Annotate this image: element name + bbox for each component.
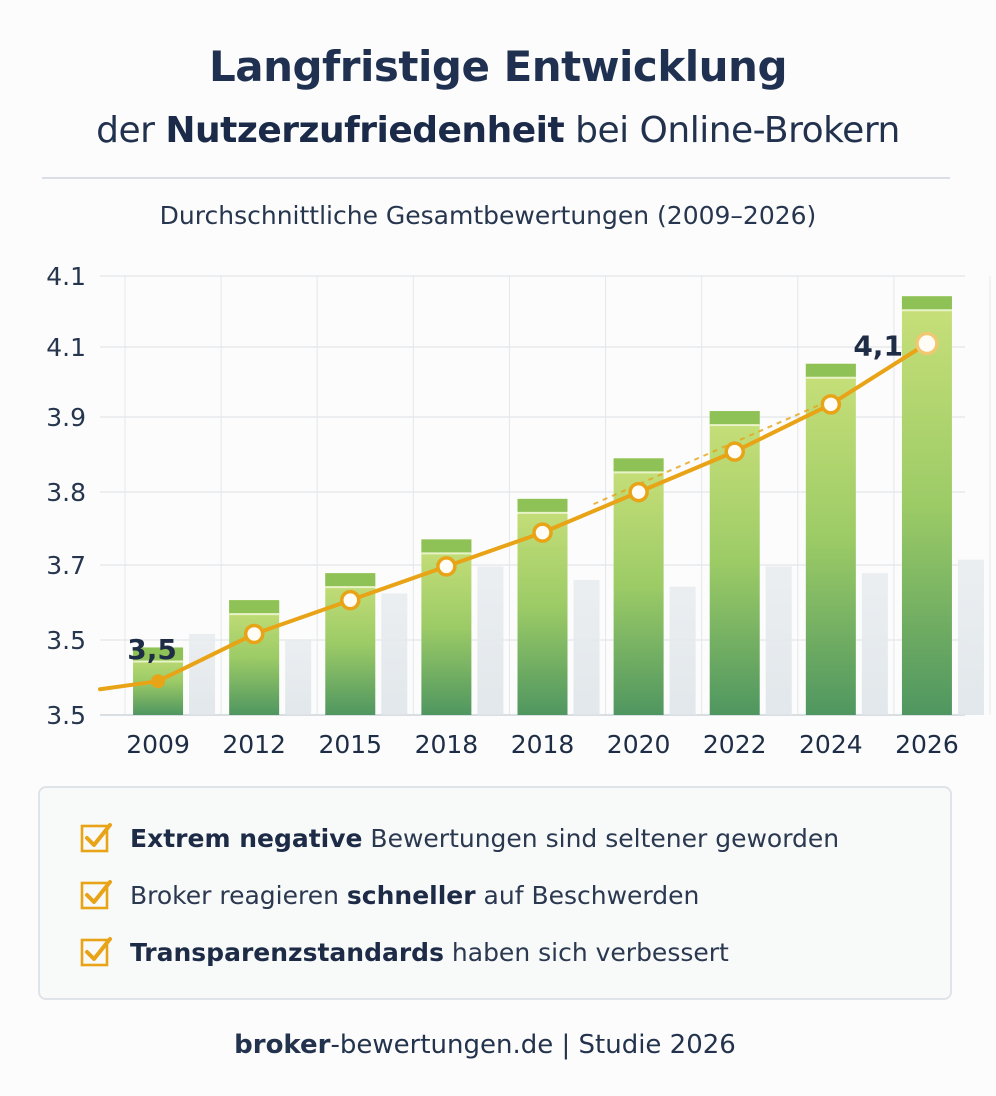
bar-cap bbox=[229, 600, 280, 615]
finding-bold: Transparenzstandards bbox=[130, 937, 444, 967]
y-tick-label: 3.8 bbox=[46, 478, 86, 507]
finding-bold: schneller bbox=[346, 880, 476, 910]
bar-comparison bbox=[477, 566, 504, 715]
x-tick-label: 2026 bbox=[895, 730, 959, 759]
trend-line bbox=[98, 341, 929, 692]
finding-bold: Extrem negative bbox=[130, 823, 363, 853]
x-tick-label: 2018 bbox=[511, 730, 575, 759]
bar-comparison bbox=[189, 633, 216, 715]
footer-source: broker-bewertungen.de | Studie 2026 bbox=[0, 1030, 970, 1060]
footer-brand: broker bbox=[234, 1030, 331, 1060]
trend-point bbox=[628, 481, 649, 503]
x-tick-label: 2015 bbox=[318, 730, 382, 759]
finding-text: Extrem negative Bewertungen sind seltene… bbox=[130, 824, 839, 853]
y-tick-label: 3.9 bbox=[46, 403, 86, 432]
finding-text: Broker reagieren schneller auf Beschwerd… bbox=[130, 881, 699, 910]
finding-item: Extrem negative Bewertungen sind seltene… bbox=[80, 818, 839, 858]
trend-point bbox=[820, 394, 842, 415]
bar-rating bbox=[805, 363, 856, 715]
x-tick-label: 2024 bbox=[799, 730, 863, 759]
y-tick-label: 4.1 bbox=[46, 262, 86, 291]
rating-chart: 4.1 4.1 3.9 3.8 3.7 3.5 3.5 3,5 4,1 2009 2012 2015 2… bbox=[46, 262, 991, 759]
bar-comparison bbox=[765, 566, 792, 715]
trend-point bbox=[532, 522, 553, 543]
page-subtitle: der Nutzerzufriedenheit bei Online-Broke… bbox=[0, 110, 996, 151]
subtitle-post: bei Online-Brokern bbox=[564, 110, 900, 151]
finding-item: Broker reagieren schneller auf Beschwerd… bbox=[80, 875, 699, 915]
title-divider bbox=[42, 177, 950, 179]
page-title: Langfristige Entwicklung bbox=[208, 42, 788, 91]
bar-comparison bbox=[861, 573, 888, 715]
trend-point bbox=[243, 623, 265, 645]
checkbox-check-icon bbox=[80, 880, 112, 910]
trend-point bbox=[436, 556, 457, 577]
trend-point bbox=[915, 331, 939, 356]
x-tick-label: 2012 bbox=[222, 730, 286, 759]
trend-point bbox=[724, 441, 745, 462]
bar-cap bbox=[805, 363, 856, 378]
finding-item: Transparenzstandards haben sich verbesse… bbox=[80, 932, 729, 972]
x-tick-label: 2020 bbox=[607, 730, 671, 759]
finding-rest: Bewertungen sind seltener geworden bbox=[362, 823, 840, 853]
y-tick-label: 3.5 bbox=[46, 701, 86, 730]
findings-box: Extrem negative Bewertungen sind seltene… bbox=[38, 786, 952, 1000]
bar-cap bbox=[325, 573, 376, 588]
bar-cap bbox=[517, 498, 568, 513]
checkbox-check-icon bbox=[80, 823, 112, 853]
chart-line bbox=[98, 331, 939, 692]
x-tick-label: 2018 bbox=[415, 730, 479, 759]
bar-cap bbox=[613, 458, 664, 473]
bar-rating bbox=[229, 600, 280, 715]
checkbox-check-icon bbox=[80, 937, 112, 967]
footer-text: -bewertungen.de | Studie 2026 bbox=[330, 1030, 736, 1060]
chart-title: Durchschnittliche Gesamtbewertungen (200… bbox=[159, 201, 817, 230]
subtitle-pre: der bbox=[96, 110, 166, 151]
bar-cap bbox=[901, 296, 952, 311]
trend-point bbox=[151, 674, 166, 689]
x-tick-label: 2022 bbox=[703, 730, 767, 759]
data-label: 3,5 bbox=[127, 633, 177, 666]
finding-text: Transparenzstandards haben sich verbesse… bbox=[130, 938, 729, 967]
bar-cap bbox=[421, 539, 472, 554]
bar-comparison bbox=[381, 593, 408, 715]
subtitle-bold: Nutzerzufriedenheit bbox=[165, 110, 565, 151]
bar-cap bbox=[709, 411, 760, 426]
bar-rating bbox=[901, 296, 952, 715]
bar-cap bbox=[133, 647, 184, 662]
bar-comparison bbox=[285, 640, 312, 715]
finding-pre: Broker reagieren bbox=[130, 880, 347, 910]
y-tick-label: 3.5 bbox=[46, 626, 86, 655]
y-tick-label: 4.1 bbox=[46, 333, 86, 362]
finding-rest: haben sich verbessert bbox=[443, 937, 729, 967]
y-tick-label: 3.7 bbox=[46, 551, 86, 580]
x-tick-label: 2009 bbox=[126, 730, 190, 759]
chart-labels: 4.1 4.1 3.9 3.8 3.7 3.5 3.5 3,5 4,1 2009 2012 2015 2… bbox=[46, 262, 959, 759]
trend-point bbox=[340, 589, 361, 611]
finding-rest: auf Beschwerden bbox=[475, 880, 700, 910]
bar-comparison bbox=[669, 586, 696, 715]
bar-comparison bbox=[957, 559, 984, 715]
bar-comparison bbox=[573, 579, 600, 715]
data-label: 4,1 bbox=[853, 330, 903, 363]
